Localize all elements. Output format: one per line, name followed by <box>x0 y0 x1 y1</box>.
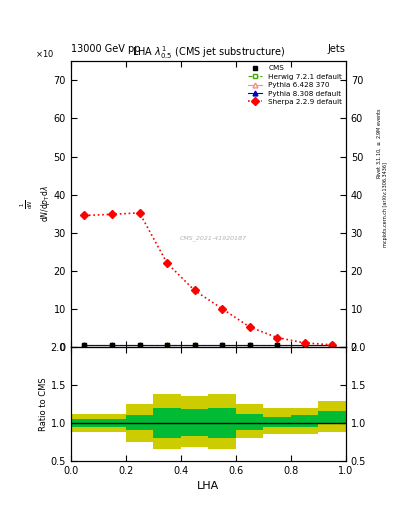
Text: 13000 GeV pp: 13000 GeV pp <box>71 44 140 54</box>
Text: Rivet 3.1.10, $\geq$ 2.9M events: Rivet 3.1.10, $\geq$ 2.9M events <box>375 108 383 179</box>
Title: LHA $\lambda^{1}_{0.5}$ (CMS jet substructure): LHA $\lambda^{1}_{0.5}$ (CMS jet substru… <box>132 44 285 61</box>
Y-axis label: $\frac{1}{\mathrm{d}N}$
$\mathrm{d}N/\mathrm{d}p_\mathrm{T}\mathrm{d}\lambda$: $\frac{1}{\mathrm{d}N}$ $\mathrm{d}N/\ma… <box>18 186 52 223</box>
Y-axis label: Ratio to CMS: Ratio to CMS <box>39 377 48 431</box>
Text: mcplots.cern.ch [arXiv:1306.3436]: mcplots.cern.ch [arXiv:1306.3436] <box>384 162 388 247</box>
Text: $\times10$: $\times10$ <box>35 48 54 58</box>
Legend: CMS, Herwig 7.2.1 default, Pythia 6.428 370, Pythia 8.308 default, Sherpa 2.2.9 : CMS, Herwig 7.2.1 default, Pythia 6.428 … <box>248 65 342 105</box>
X-axis label: LHA: LHA <box>197 481 219 491</box>
Text: Jets: Jets <box>328 44 346 54</box>
Text: CMS_2021-41920187: CMS_2021-41920187 <box>180 236 247 241</box>
